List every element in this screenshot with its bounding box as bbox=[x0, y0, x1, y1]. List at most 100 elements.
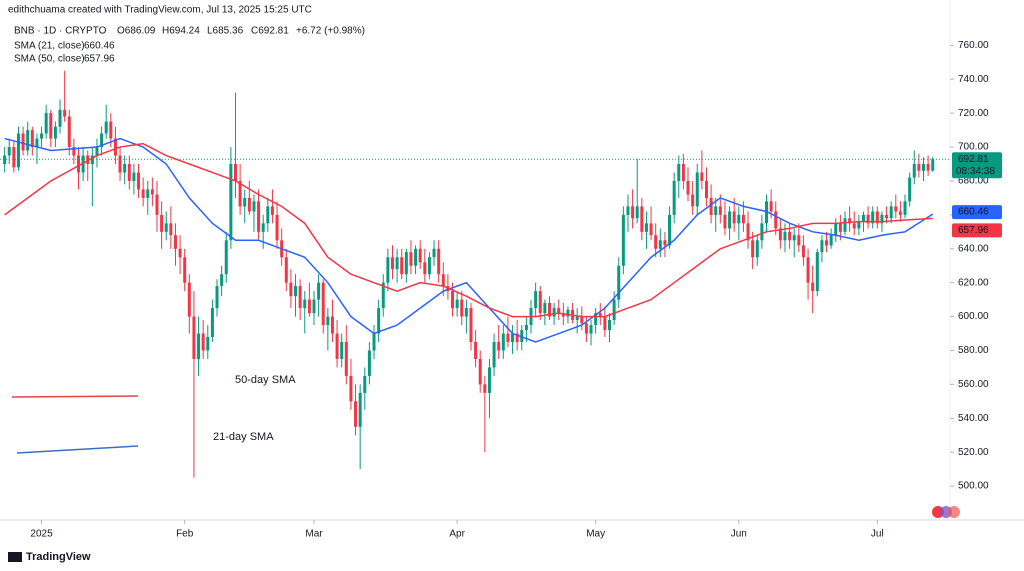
candle-body bbox=[437, 248, 441, 275]
y-tick-label: 720.00 bbox=[958, 108, 989, 119]
candle-body bbox=[926, 164, 930, 171]
candle-body bbox=[243, 197, 247, 207]
countdown: 08:34:38 bbox=[956, 166, 995, 177]
candle-body bbox=[377, 308, 381, 334]
candle-body bbox=[307, 299, 311, 314]
candle-body bbox=[626, 206, 630, 215]
candle-body bbox=[164, 223, 168, 232]
y-tick-label: 740.00 bbox=[958, 74, 989, 85]
symbol: BNB · 1D · CRYPTO bbox=[14, 26, 107, 37]
candle-body bbox=[709, 197, 713, 215]
sma21-legend: SMA (21, close) bbox=[14, 41, 85, 52]
candle-body bbox=[210, 308, 214, 337]
candle-body bbox=[358, 392, 362, 427]
price-tag-label: 657.96 bbox=[958, 225, 989, 236]
candle-body bbox=[390, 257, 394, 270]
candle-body bbox=[137, 172, 141, 190]
candle-body bbox=[885, 214, 889, 219]
annotation: 21-day SMA bbox=[213, 431, 274, 443]
candle-body bbox=[520, 330, 524, 343]
change: +6.72 (+0.98%) bbox=[296, 26, 365, 37]
y-tick-label: 760.00 bbox=[958, 40, 989, 51]
candle-body bbox=[506, 333, 510, 343]
candle-body bbox=[455, 299, 459, 309]
candle-body bbox=[215, 286, 219, 309]
sma50-legend: SMA (50, close) bbox=[14, 54, 85, 65]
x-tick-label: Jun bbox=[731, 529, 747, 540]
x-tick-label: 2025 bbox=[30, 529, 53, 540]
price-tag-label: 692.81 bbox=[958, 154, 989, 165]
candle-body bbox=[367, 350, 371, 376]
candle-body bbox=[155, 194, 159, 215]
candle-body bbox=[566, 309, 570, 317]
candle-body bbox=[603, 316, 607, 331]
candle-body bbox=[834, 223, 838, 236]
candle-body bbox=[783, 231, 787, 241]
candle-body bbox=[270, 206, 274, 215]
candle-body bbox=[187, 282, 191, 317]
candle-body bbox=[843, 218, 847, 232]
candle-body bbox=[492, 342, 496, 368]
candle-body bbox=[751, 240, 755, 258]
candle-body bbox=[427, 257, 431, 275]
candle-body bbox=[575, 316, 579, 320]
candle-body bbox=[580, 316, 584, 324]
candle-body bbox=[478, 358, 482, 385]
price-tag bbox=[952, 205, 1002, 220]
candle-body bbox=[58, 109, 62, 127]
y-tick-label: 640.00 bbox=[958, 243, 989, 254]
sma50-value: 657.96 bbox=[84, 54, 115, 65]
candle-body bbox=[760, 223, 764, 241]
y-tick-label: 680.00 bbox=[958, 176, 989, 187]
candle-body bbox=[220, 274, 224, 287]
candle-body bbox=[423, 262, 427, 275]
candle-body bbox=[183, 257, 187, 283]
annotation-line bbox=[11, 395, 139, 398]
candle-body bbox=[594, 313, 598, 326]
candle-body bbox=[811, 282, 815, 292]
credit: edithchuama created with TradingView.com… bbox=[8, 5, 312, 16]
candle-body bbox=[524, 325, 528, 331]
candle-body bbox=[538, 291, 542, 314]
candle-body bbox=[640, 206, 644, 232]
candle-body bbox=[483, 384, 487, 393]
candle-body bbox=[806, 257, 810, 283]
candle-body bbox=[289, 282, 293, 297]
candle-body bbox=[233, 164, 237, 181]
candle-body bbox=[612, 299, 616, 320]
candle-body bbox=[344, 342, 348, 376]
candle-body bbox=[30, 130, 34, 148]
candle-body bbox=[109, 121, 113, 139]
candle-body bbox=[303, 299, 307, 309]
candle-body bbox=[386, 257, 390, 283]
y-tick-label: 500.00 bbox=[958, 481, 989, 492]
candle-body bbox=[432, 248, 436, 258]
y-tick-label: 540.00 bbox=[958, 413, 989, 424]
candle-body bbox=[363, 375, 367, 393]
candle-body bbox=[294, 286, 298, 297]
candle-body bbox=[788, 231, 792, 241]
candle-body bbox=[741, 214, 745, 224]
candle-body bbox=[838, 223, 842, 232]
candle-body bbox=[617, 265, 621, 300]
candle-body bbox=[561, 313, 565, 317]
candle-body bbox=[284, 257, 288, 283]
candle-body bbox=[372, 333, 376, 351]
candle-body bbox=[123, 164, 127, 173]
candle-body bbox=[35, 138, 39, 148]
candle-body bbox=[723, 214, 727, 229]
candle-body bbox=[247, 197, 251, 212]
candle-body bbox=[257, 201, 261, 232]
candle-body bbox=[224, 240, 228, 275]
candle-body bbox=[631, 206, 635, 219]
candle-body bbox=[266, 206, 270, 224]
candle-body bbox=[654, 235, 658, 249]
candle-body bbox=[917, 164, 921, 171]
candle-body bbox=[695, 172, 699, 207]
candle-body bbox=[871, 211, 875, 224]
candle-body bbox=[908, 177, 912, 202]
price-tag-label: 660.46 bbox=[958, 207, 989, 218]
candle-body bbox=[820, 240, 824, 253]
